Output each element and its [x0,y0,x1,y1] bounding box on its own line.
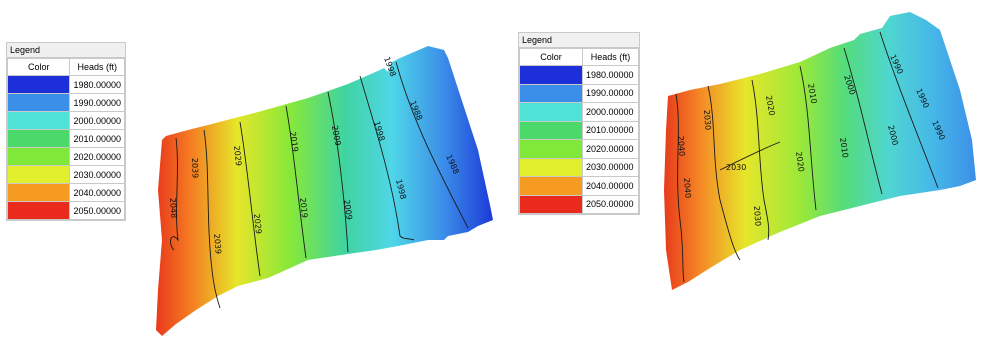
legend-row: 2050.00000 [6,201,125,220]
legend-header-heads: Heads (ft) [582,48,639,66]
legend-table: Color Heads (ft) 1980.00000 1990.00000 200… [519,48,639,214]
contour-map-svg: 2048 2039 2039 2029 2029 2019 2019 2009 … [156,46,493,336]
legend-swatch [6,147,71,166]
legend-value: 1980.00000 [69,75,125,94]
legend-swatch [519,65,583,85]
head-contour-map-left: 2048 2039 2039 2029 2029 2019 2019 2009 … [148,40,498,340]
legend-row: 2010.00000 [519,120,639,140]
legend-row: 1990.00000 [6,93,125,112]
legend-value: 2000.00000 [582,102,639,122]
legend-swatch [519,120,583,140]
legend-swatch [6,111,71,130]
legend-swatch [6,183,71,202]
legend-header-heads: Heads (ft) [69,58,125,76]
contour-label: 2030 [752,206,762,227]
legend-swatch [6,75,71,94]
model-domain [156,46,493,336]
legend-value: 1990.00000 [582,83,639,103]
contour-label: 2010 [806,83,818,105]
legend-row: 2030.00000 [6,165,125,184]
legend-row: 2030.00000 [519,157,639,177]
legend-header-color: Color [6,58,71,76]
contour-map-svg: 2040 2030 2040 2030 2030 2020 2020 2010 … [664,12,976,290]
legend-row: 2020.00000 [519,139,639,159]
legend-panel-right: Legend Color Heads (ft) 1980.00000 1990.0… [518,32,640,215]
legend-row: 2020.00000 [6,147,125,166]
model-domain [664,12,976,290]
legend-row: 2040.00000 [519,176,639,196]
legend-header-color: Color [519,48,583,66]
contour-label: 2048 [168,198,178,219]
legend-swatch [519,176,583,196]
legend-value: 2000.00000 [69,111,125,130]
legend-row: 1990.00000 [519,83,639,103]
legend-row: 1980.00000 [519,65,639,85]
contour-label: 2030 [726,163,746,172]
contour-lines [675,31,939,283]
legend-swatch [6,93,71,112]
legend-value: 2050.00000 [582,194,639,214]
contour-label: 2009 [342,199,354,220]
contour-label: 2010 [838,137,850,158]
legend-title: Legend [519,33,639,48]
legend-value: 2010.00000 [582,120,639,140]
legend-value: 2010.00000 [69,129,125,148]
legend-panel-left: Legend Color Heads (ft) 1980.00000 1990.0… [6,42,126,221]
contour-label: 2019 [298,197,309,218]
legend-value: 2040.00000 [69,183,125,202]
legend-swatch [6,165,71,184]
legend-value: 2020.00000 [582,139,639,159]
legend-table: Color Heads (ft) 1980.00000 1990.00000 200… [6,58,125,220]
legend-row: 2000.00000 [519,102,639,122]
contour-label: 2039 [190,158,200,179]
legend-swatch [519,102,583,122]
contour-label: 2029 [232,145,243,166]
contour-label: 2040 [682,178,692,199]
legend-value: 1980.00000 [582,65,639,85]
contour-label: 2029 [252,213,263,234]
legend-swatch [6,129,71,148]
legend-swatch [519,139,583,159]
contour-label: 2020 [764,95,776,117]
contour-label: 2040 [676,136,686,157]
legend-row: 2010.00000 [6,129,125,148]
legend-value: 2030.00000 [69,165,125,184]
legend-value: 2030.00000 [582,157,639,177]
legend-value: 2050.00000 [69,201,125,220]
legend-row: 2000.00000 [6,111,125,130]
legend-swatch [6,201,71,220]
legend-row: 1980.00000 [6,75,125,94]
contour-label: 2019 [288,131,300,152]
contour-label: 2030 [702,110,712,131]
contour-label: 2009 [330,125,342,147]
legend-value: 2020.00000 [69,147,125,166]
legend-row: 2040.00000 [6,183,125,202]
legend-title: Legend [7,43,125,58]
legend-swatch [519,157,583,177]
legend-swatch [519,194,583,214]
head-contour-map-right: 2040 2030 2040 2030 2030 2020 2020 2010 … [660,10,980,300]
contour-label: 2039 [212,233,223,254]
legend-value: 2040.00000 [582,176,639,196]
legend-row: 2050.00000 [519,194,639,214]
legend-value: 1990.00000 [69,93,125,112]
contour-lines [170,61,469,309]
contour-label: 2020 [794,151,806,172]
legend-swatch [519,83,583,103]
